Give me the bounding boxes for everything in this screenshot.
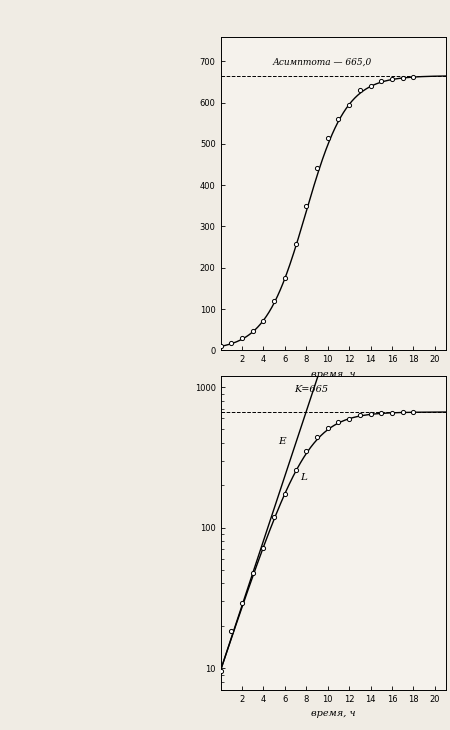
X-axis label: время, ч: время, ч	[310, 710, 356, 718]
Text: K=665: K=665	[294, 385, 328, 393]
Text: E: E	[278, 437, 285, 446]
Text: L: L	[301, 473, 307, 482]
X-axis label: время, ч: время, ч	[310, 370, 356, 379]
Text: Асимптота — 665,0: Асимптота — 665,0	[273, 58, 372, 66]
